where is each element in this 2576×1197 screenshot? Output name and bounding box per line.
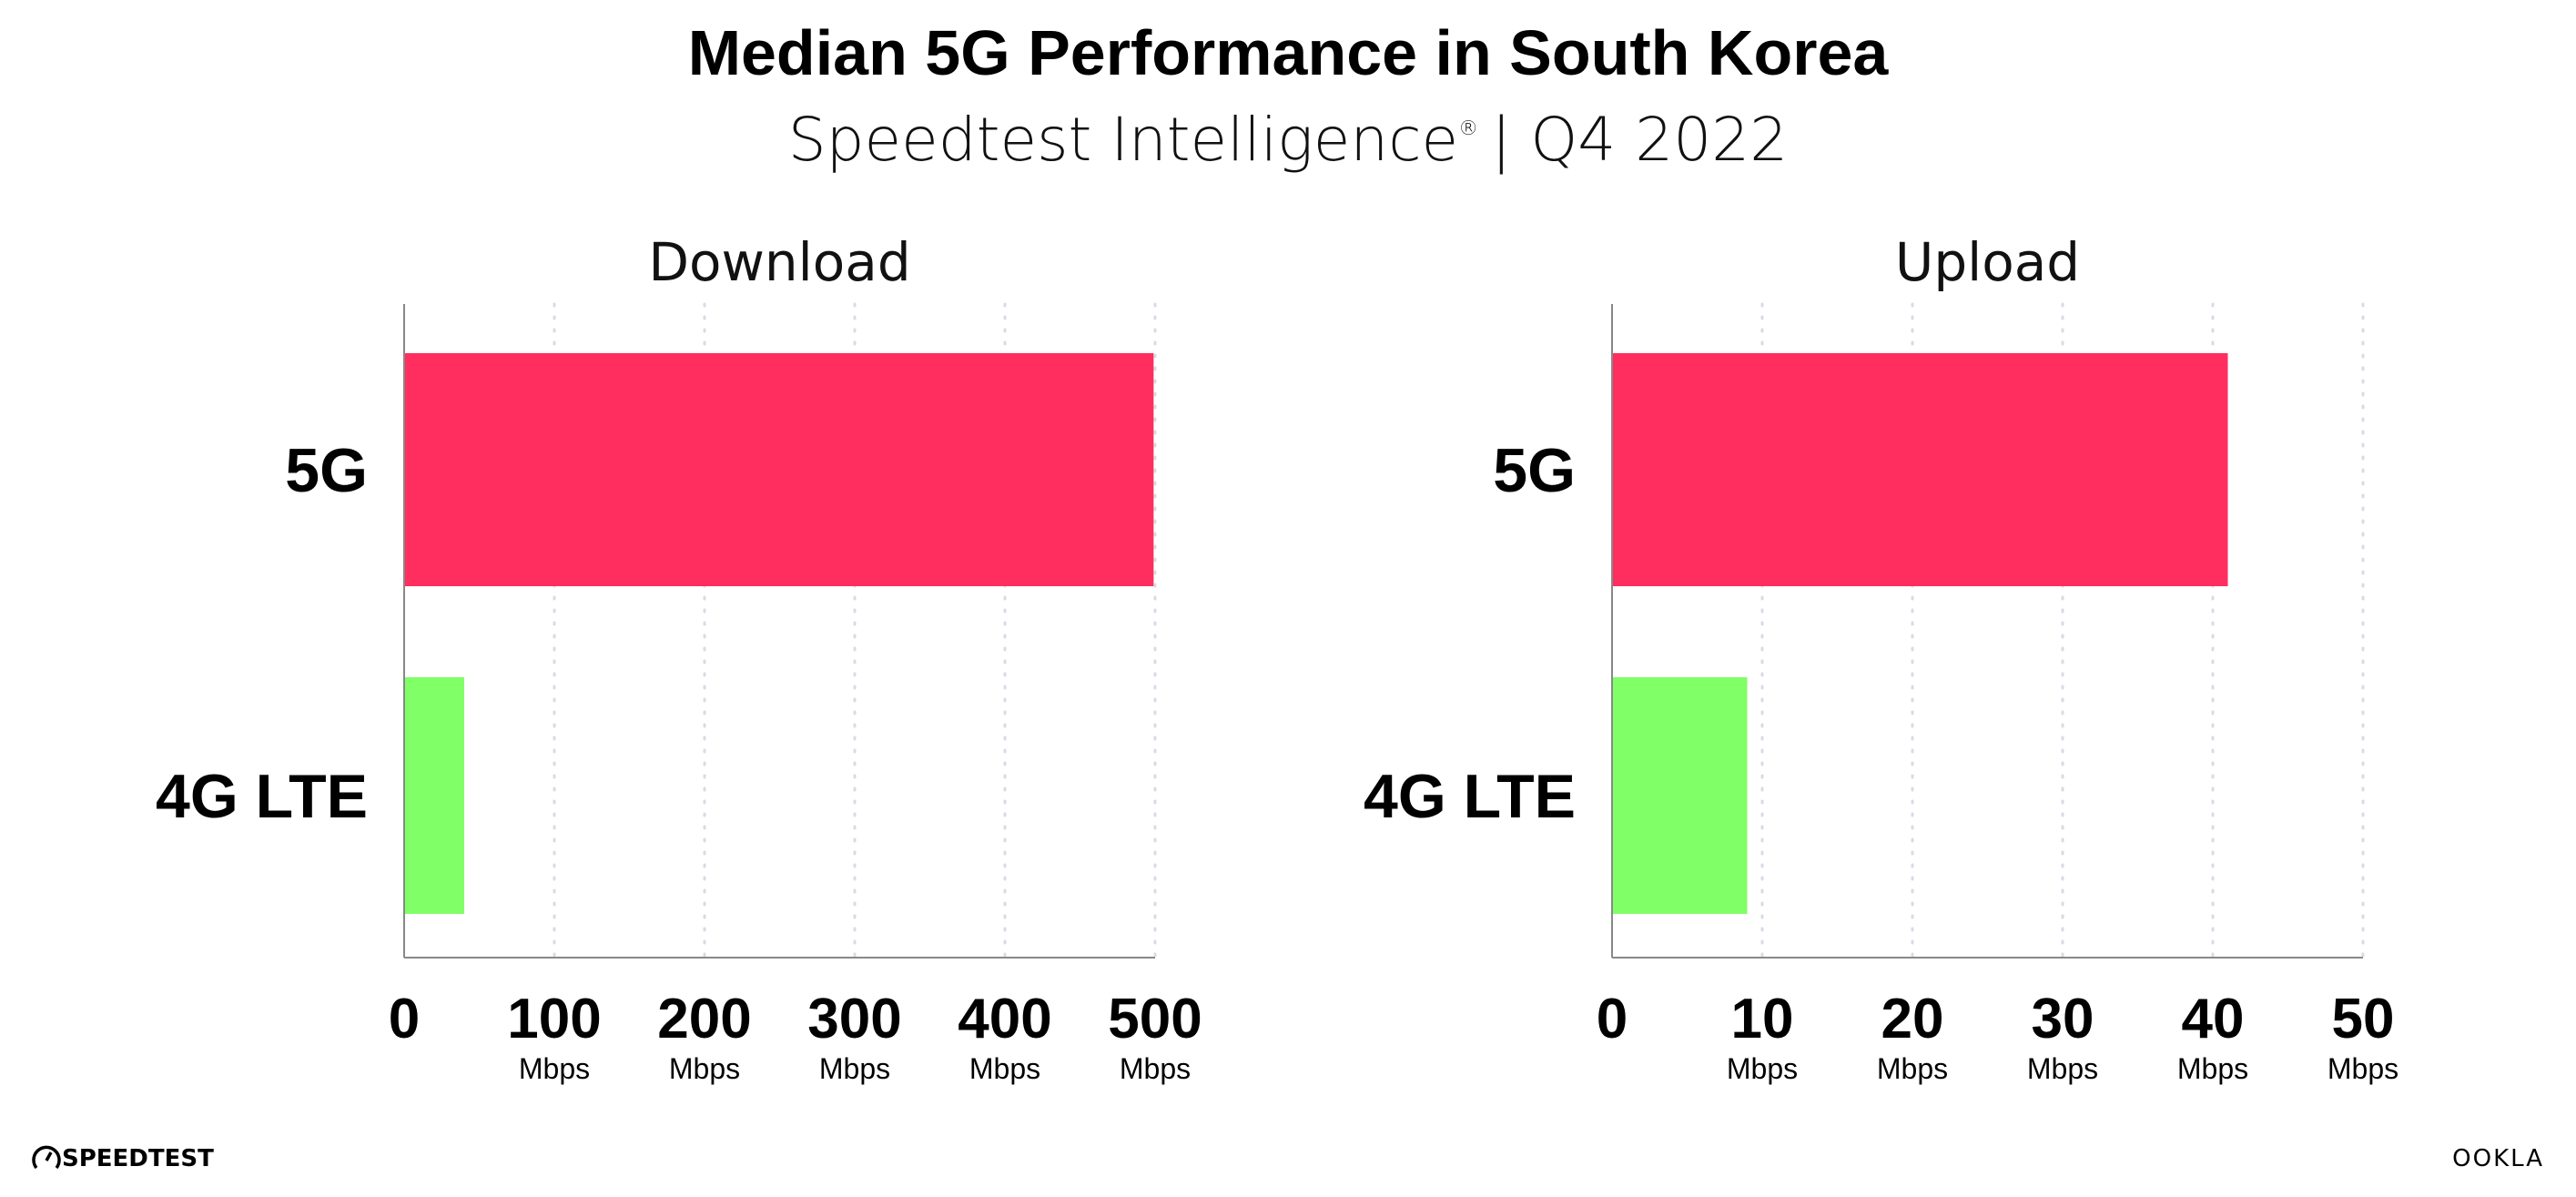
x-tick-unit: Mbps <box>2027 1052 2098 1085</box>
x-tick-label: 30 <box>2032 988 2094 1050</box>
x-tick-label: 50 <box>2332 988 2395 1050</box>
category-label: 5G <box>285 436 368 505</box>
x-tick-label: 100 <box>507 988 601 1050</box>
category-label: 5G <box>1493 436 1576 505</box>
registered-mark: ® <box>1458 117 1478 140</box>
speedtest-logo: SPEEDTEST <box>32 1145 214 1172</box>
x-tick-label: 300 <box>807 988 901 1050</box>
category-label: 4G LTE <box>156 762 368 831</box>
x-tick-label: 200 <box>657 988 751 1050</box>
x-tick-label: 500 <box>1108 988 1202 1050</box>
panel-title: Download <box>648 231 910 293</box>
x-tick-unit: Mbps <box>2177 1052 2248 1085</box>
subtitle-source: Speedtest Intelligence <box>788 105 1458 175</box>
x-tick-label: 20 <box>1881 988 1944 1050</box>
chart-title: Median 5G Performance in South Korea <box>688 17 1890 88</box>
bar-5g <box>1612 353 2228 586</box>
x-tick-unit: Mbps <box>969 1052 1040 1085</box>
x-tick-unit: Mbps <box>1727 1052 1798 1085</box>
category-label: 4G LTE <box>1364 762 1576 831</box>
x-tick-unit: Mbps <box>819 1052 890 1085</box>
panel-title: Upload <box>1895 231 2080 293</box>
x-tick-unit: Mbps <box>669 1052 740 1085</box>
x-tick-label: 40 <box>2182 988 2245 1050</box>
x-tick-label: 0 <box>1597 988 1628 1050</box>
speedtest-wordmark: SPEEDTEST <box>62 1145 214 1172</box>
chart-subtitle: Speedtest Intelligence® | Q4 2022 <box>788 105 1788 175</box>
x-tick-unit: Mbps <box>2328 1052 2399 1085</box>
x-tick-unit: Mbps <box>1120 1052 1191 1085</box>
ookla-logo: OOKLA <box>2452 1145 2544 1172</box>
x-tick-label: 400 <box>958 988 1051 1050</box>
bar-5g <box>404 353 1154 586</box>
bar-4g-lte <box>404 677 464 914</box>
x-tick-unit: Mbps <box>519 1052 590 1085</box>
bar-4g-lte <box>1612 677 1748 914</box>
subtitle-period: | Q4 2022 <box>1491 105 1788 175</box>
x-tick-unit: Mbps <box>1877 1052 1948 1085</box>
x-tick-label: 10 <box>1731 988 1794 1050</box>
speedometer-icon <box>32 1145 61 1170</box>
x-tick-label: 0 <box>389 988 420 1050</box>
